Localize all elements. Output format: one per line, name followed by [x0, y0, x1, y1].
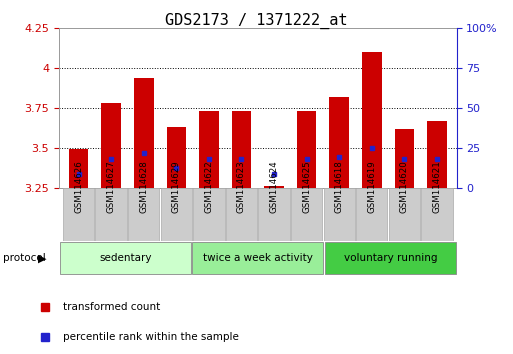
- Bar: [193, 188, 225, 241]
- Bar: [102, 103, 121, 188]
- Text: GSM114624: GSM114624: [269, 160, 279, 213]
- Bar: [264, 186, 284, 188]
- Text: GSM114629: GSM114629: [172, 160, 181, 213]
- Text: percentile rank within the sample: percentile rank within the sample: [63, 332, 239, 342]
- Bar: [60, 242, 191, 274]
- Bar: [291, 188, 322, 241]
- Text: twice a week activity: twice a week activity: [203, 253, 313, 263]
- Bar: [325, 242, 456, 274]
- Text: voluntary running: voluntary running: [344, 253, 437, 263]
- Text: protocol: protocol: [3, 253, 45, 263]
- Bar: [421, 188, 452, 241]
- Text: GSM114625: GSM114625: [302, 160, 311, 213]
- Bar: [95, 188, 127, 241]
- Bar: [167, 127, 186, 188]
- Bar: [199, 111, 219, 188]
- Bar: [329, 97, 349, 188]
- Text: GSM114626: GSM114626: [74, 160, 83, 213]
- Text: transformed count: transformed count: [63, 302, 161, 312]
- Bar: [297, 111, 317, 188]
- Bar: [192, 242, 323, 274]
- Bar: [69, 149, 88, 188]
- Bar: [356, 188, 387, 241]
- Text: GSM114628: GSM114628: [139, 160, 148, 213]
- Text: GDS2173 / 1371222_at: GDS2173 / 1371222_at: [165, 12, 348, 29]
- Bar: [259, 188, 290, 241]
- Bar: [232, 111, 251, 188]
- Bar: [63, 188, 94, 241]
- Text: GSM114627: GSM114627: [107, 160, 115, 213]
- Text: GSM114619: GSM114619: [367, 160, 377, 213]
- Bar: [389, 188, 420, 241]
- Text: sedentary: sedentary: [99, 253, 151, 263]
- Bar: [134, 78, 153, 188]
- Bar: [128, 188, 160, 241]
- Bar: [161, 188, 192, 241]
- Bar: [324, 188, 355, 241]
- Bar: [427, 121, 447, 188]
- Bar: [226, 188, 257, 241]
- Bar: [362, 52, 382, 188]
- Text: GSM114620: GSM114620: [400, 160, 409, 213]
- Text: GSM114622: GSM114622: [204, 160, 213, 213]
- Text: ▶: ▶: [38, 253, 47, 263]
- Bar: [394, 129, 414, 188]
- Text: GSM114618: GSM114618: [335, 160, 344, 213]
- Text: GSM114621: GSM114621: [432, 160, 442, 213]
- Text: GSM114623: GSM114623: [237, 160, 246, 213]
